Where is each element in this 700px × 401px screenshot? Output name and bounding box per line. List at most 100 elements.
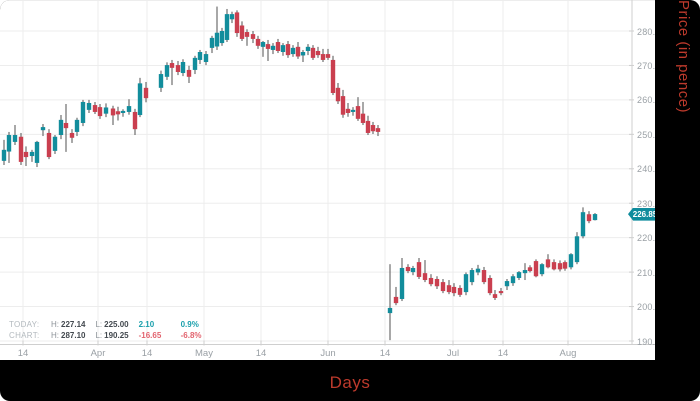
candle-body [270,45,276,50]
candle-body [475,268,481,273]
candle [300,49,306,62]
candle [305,44,311,56]
candle [451,283,457,297]
candle-body [434,279,440,287]
today-high-label: H: [51,320,59,329]
candle-body [440,282,446,292]
y-tick-label: 220.00 [637,233,655,244]
candle [562,260,568,271]
candle-body [533,261,539,277]
candle-body [305,46,311,51]
candlestick-plot[interactable] [0,0,655,360]
candle [315,46,321,58]
candle [255,35,261,49]
candle-body [539,264,545,275]
candle-body [481,270,487,283]
candle [203,50,209,66]
candle [457,285,463,297]
candle [416,257,422,279]
legend-chart-label: CHART: [9,330,40,340]
candle-body [250,34,256,39]
candle [214,6,220,50]
x-tick-label: May [195,348,213,359]
y-tick-label: 230.00 [637,198,655,209]
candle [120,109,126,117]
candle [387,264,393,341]
candle-body [175,65,181,72]
candle [551,259,557,271]
candle [270,43,276,55]
candle [290,45,296,57]
x-tick-label: Apr [90,348,106,359]
candle [103,103,109,118]
candle-body [12,135,18,142]
candle-body [80,101,86,123]
candle-body [143,87,149,99]
candle-body [375,128,381,132]
candle [492,290,498,301]
y-tick-label: 210.00 [637,267,655,278]
chart-change-value: -16.65 [138,330,162,340]
candle [40,124,46,137]
candle-body [551,262,557,270]
candle [568,253,574,270]
candle [533,259,539,278]
candle [422,260,428,283]
candle [481,266,487,285]
candle [239,21,245,41]
candle [180,59,186,77]
candle [229,11,235,24]
candle-body [457,287,463,295]
candle-body [18,136,24,162]
candle-body [115,111,121,115]
candle-body [290,47,296,55]
candle-body [197,52,203,60]
candle [405,264,411,274]
candle [345,102,351,117]
candle-body [40,127,46,131]
y-tick-label: 250.00 [637,129,655,140]
candle-body [239,25,245,39]
candle-body [244,32,250,37]
candle [504,279,510,291]
candle-body [214,32,220,47]
candle-body [58,119,64,136]
candle [12,125,18,146]
candle [192,55,198,75]
candle [510,274,516,286]
candle [265,39,271,61]
candle-body [1,149,7,161]
y-tick-label: 260.00 [637,95,655,106]
candle-body [580,212,586,237]
candle [355,97,361,121]
candle [186,65,192,84]
candle-body [370,125,376,132]
candle-body [34,141,40,163]
candle-body [280,45,286,53]
candle-body [320,54,326,60]
candle-body [586,214,592,222]
candle-body [52,136,58,151]
candle [6,131,12,163]
candle-body [345,108,351,113]
candle-body [23,151,29,158]
candle [393,286,399,306]
candle-body [132,111,138,130]
candle [58,115,64,140]
candle [545,254,551,269]
candle-body [255,38,261,46]
today-low-value: 225.00 [104,320,129,329]
candle [158,70,164,92]
candle-body [350,109,356,112]
candle-body [527,267,533,272]
candle [260,40,266,57]
candle-body [416,262,422,277]
candle [285,40,291,58]
candle-body [446,285,452,293]
candle [330,55,336,96]
candle [175,60,181,76]
candle-body [463,274,469,293]
candle [399,257,405,302]
candle-body [428,277,434,285]
candle [360,101,366,126]
